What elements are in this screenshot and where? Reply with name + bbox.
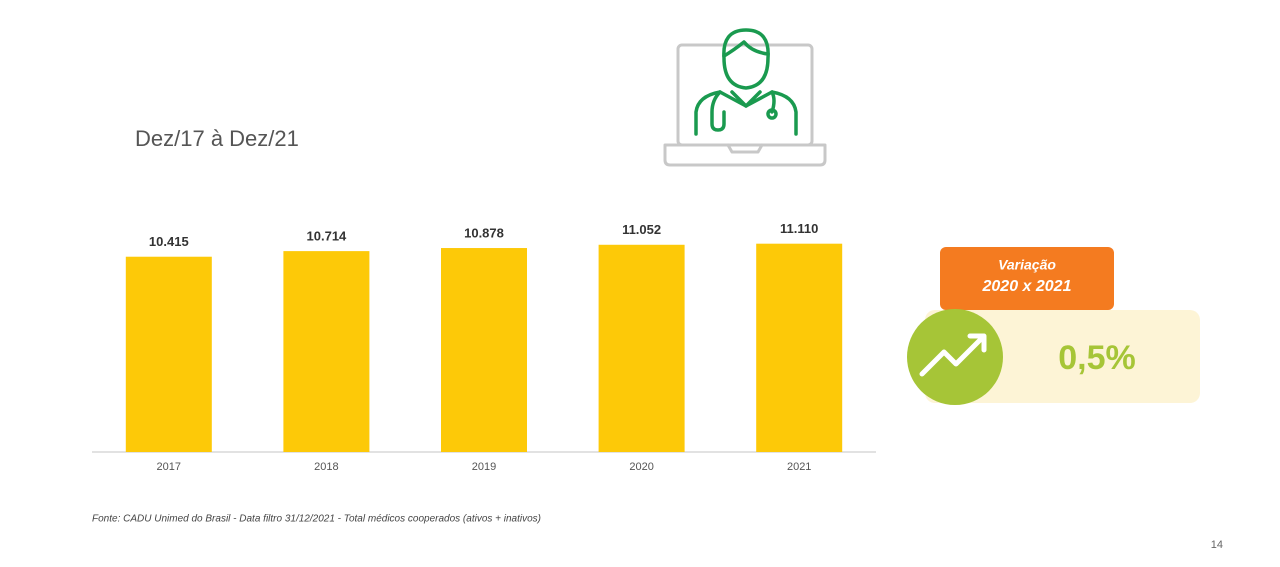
bar <box>756 243 843 452</box>
variation-header <box>940 247 1114 310</box>
bar <box>441 248 527 452</box>
source-note: Fonte: CADU Unimed do Brasil - Data filt… <box>92 514 541 525</box>
bar <box>283 251 370 452</box>
x-tick-label: 2019 <box>472 461 496 473</box>
variation-title: 2020 x 2021 <box>982 278 1072 295</box>
x-tick-label: 2017 <box>157 461 181 473</box>
value-label: 11.110 <box>780 221 818 236</box>
trend-arrow <box>919 333 987 377</box>
x-tick-label: 2021 <box>787 461 811 473</box>
value-label: 10.878 <box>464 225 504 240</box>
value-label: 10.415 <box>149 234 189 249</box>
page-number: 14 <box>1211 539 1223 551</box>
variation-value: 0,5% <box>1058 339 1136 377</box>
doctor-icon <box>663 28 827 167</box>
trend-circle <box>907 309 1003 405</box>
bar <box>125 256 212 452</box>
x-tick-label: 2018 <box>314 461 338 473</box>
bar <box>598 244 685 452</box>
value-label: 11.052 <box>622 222 661 237</box>
value-label: 10.714 <box>307 229 348 244</box>
subtitle: Dez/17 à Dez/21 <box>135 126 299 151</box>
variation-title: Variação <box>998 257 1056 273</box>
x-tick-label: 2020 <box>629 461 653 473</box>
variation-card: Variação 2020 x 2021 0,5% <box>907 247 1200 405</box>
